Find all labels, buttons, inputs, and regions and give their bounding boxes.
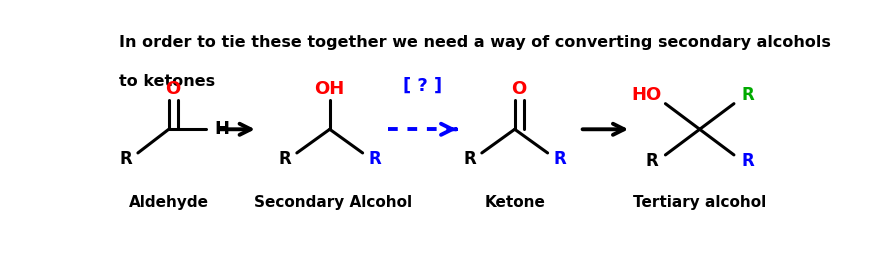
Text: R: R [119,150,132,168]
Text: Secondary Alcohol: Secondary Alcohol [254,195,412,210]
Text: R: R [742,152,754,170]
Text: R: R [463,150,476,168]
Text: HO: HO [631,86,661,104]
Text: R: R [369,150,381,168]
Text: R: R [645,152,658,170]
Text: O: O [165,80,180,98]
Text: O: O [511,80,527,98]
Text: Ketone: Ketone [484,195,545,210]
Text: R: R [742,86,754,104]
Text: to ketones: to ketones [118,74,215,89]
Text: [ ? ]: [ ? ] [402,77,442,95]
Text: Aldehyde: Aldehyde [129,195,209,210]
Text: R: R [553,150,567,168]
Text: In order to tie these together we need a way of converting secondary alcohols: In order to tie these together we need a… [118,35,831,50]
Text: Tertiary alcohol: Tertiary alcohol [633,195,766,210]
Text: OH: OH [315,80,345,98]
Text: H: H [214,120,229,138]
Text: R: R [278,150,291,168]
